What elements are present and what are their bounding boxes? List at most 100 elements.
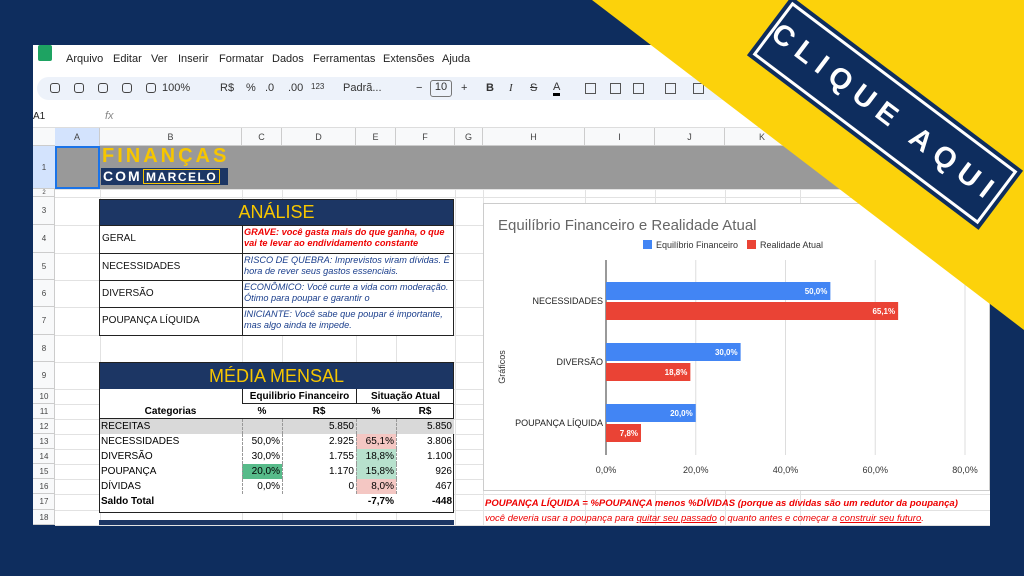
monthly-header: Categorias bbox=[99, 404, 242, 419]
logo-bottom-right: MARCELO bbox=[143, 169, 221, 184]
row-header[interactable]: 13 bbox=[33, 434, 55, 449]
row-header[interactable]: 18 bbox=[33, 510, 55, 525]
fx-label: fx bbox=[105, 110, 114, 122]
toolbar-icon[interactable] bbox=[693, 83, 704, 94]
analysis-text: INICIANTE: Você sabe que poupar é import… bbox=[244, 309, 443, 330]
toolbar-strikethrough[interactable]: S bbox=[530, 82, 538, 94]
column-header[interactable]: D bbox=[282, 128, 356, 146]
monthly-cell: NECESSIDADES bbox=[101, 436, 180, 447]
row-header[interactable]: 1 bbox=[33, 146, 55, 189]
column-header[interactable]: F bbox=[396, 128, 455, 146]
toolbar-zoom[interactable]: 100% bbox=[162, 82, 191, 94]
row-header[interactable]: 16 bbox=[33, 479, 55, 494]
toolbar-bold[interactable]: B bbox=[486, 82, 494, 94]
monthly-cell: POUPANÇA bbox=[101, 466, 157, 477]
toolbar-icon[interactable] bbox=[74, 83, 84, 93]
toolbar-decrease-decimals[interactable]: .0 bbox=[265, 82, 275, 94]
toolbar-icon[interactable] bbox=[585, 83, 596, 94]
analysis-label: DIVERSÃO bbox=[102, 288, 154, 299]
toolbar-font[interactable]: Padrã... bbox=[343, 82, 382, 94]
column-header[interactable]: B bbox=[100, 128, 242, 146]
row-header[interactable]: 17 bbox=[33, 494, 55, 510]
toolbar-icon[interactable] bbox=[146, 83, 156, 93]
sheets-icon[interactable] bbox=[38, 45, 52, 61]
row-header[interactable]: 9 bbox=[33, 362, 55, 389]
row-header[interactable]: 11 bbox=[33, 404, 55, 419]
column-header[interactable]: I bbox=[585, 128, 655, 146]
row-header[interactable]: 14 bbox=[33, 449, 55, 464]
chart: Equilíbrio Financeiro e Realidade Atual E… bbox=[483, 203, 990, 491]
column-header[interactable]: A bbox=[55, 128, 100, 146]
row-header[interactable]: 3 bbox=[33, 197, 55, 225]
chart-title: Equilíbrio Financeiro e Realidade Atual bbox=[498, 217, 757, 234]
monthly-cell: 2.925 bbox=[282, 434, 356, 449]
monthly-header: % bbox=[356, 404, 396, 419]
toolbar-icon[interactable] bbox=[633, 83, 644, 94]
bar bbox=[606, 343, 741, 361]
note-formula: POUPANÇA LÍQUIDA = %POUPANÇA menos %DÍVI… bbox=[485, 498, 958, 509]
menu-item[interactable]: Editar bbox=[113, 53, 142, 65]
toolbar-icon[interactable] bbox=[665, 83, 676, 94]
value-label: 30,0% bbox=[715, 348, 738, 357]
column-header[interactable]: H bbox=[483, 128, 585, 146]
row-header[interactable]: 5 bbox=[33, 253, 55, 280]
row-header[interactable]: 10 bbox=[33, 389, 55, 404]
selected-cell[interactable] bbox=[55, 146, 100, 189]
toolbar-icon[interactable] bbox=[610, 83, 621, 94]
monthly-cell: 1.755 bbox=[282, 449, 356, 464]
toolbar-currency[interactable]: R$ bbox=[220, 82, 235, 94]
menu-item[interactable]: Extensões bbox=[383, 53, 435, 65]
menu-item[interactable]: Ajuda bbox=[442, 53, 471, 65]
monthly-cell: 20,0% bbox=[242, 464, 282, 479]
value-label: 7,8% bbox=[620, 429, 638, 438]
menu-item[interactable]: Ferramentas bbox=[313, 53, 376, 65]
row-header[interactable]: 15 bbox=[33, 464, 55, 479]
menu-item[interactable]: Arquivo bbox=[66, 53, 104, 65]
toolbar-font-size[interactable]: 10 bbox=[430, 80, 452, 97]
monthly-cell bbox=[242, 494, 282, 509]
toolbar-icon[interactable] bbox=[122, 83, 132, 93]
analysis-label: GERAL bbox=[102, 233, 136, 244]
note-part: o quanto antes e começar a bbox=[716, 513, 840, 524]
row-header[interactable]: 12 bbox=[33, 419, 55, 434]
row-header[interactable]: 8 bbox=[33, 335, 55, 362]
monthly-cell: Saldo Total bbox=[101, 496, 155, 507]
menu-item[interactable]: Formatar bbox=[219, 53, 264, 65]
row-header[interactable]: 6 bbox=[33, 280, 55, 307]
column-header[interactable]: J bbox=[655, 128, 725, 146]
toolbar-icon[interactable] bbox=[50, 83, 60, 93]
x-tick-label: 60,0% bbox=[862, 465, 888, 475]
analysis-text: RISCO DE QUEBRA: Imprevistos viram dívid… bbox=[244, 255, 450, 276]
legend-swatch bbox=[643, 240, 652, 249]
toolbar-icon[interactable] bbox=[98, 83, 108, 93]
category-label: DIVERSÃO bbox=[556, 357, 603, 367]
monthly-cell bbox=[356, 419, 396, 434]
monthly-cell: 15,8% bbox=[356, 464, 396, 479]
column-header[interactable]: K bbox=[725, 128, 800, 146]
monthly-cell: 65,1% bbox=[356, 434, 396, 449]
toolbar-increase-decimals[interactable]: .00 bbox=[288, 82, 304, 94]
row-header[interactable]: 7 bbox=[33, 307, 55, 335]
column-header[interactable]: G bbox=[455, 128, 483, 146]
analysis-label: POUPANÇA LÍQUIDA bbox=[102, 315, 200, 326]
column-header[interactable]: E bbox=[356, 128, 396, 146]
menu-item[interactable]: Inserir bbox=[178, 53, 209, 65]
bar bbox=[606, 302, 899, 320]
analysis-text: ECONÔMICO: Você curte a vida com moderaç… bbox=[244, 282, 449, 303]
analysis-divider bbox=[242, 225, 243, 335]
toolbar-percent[interactable]: % bbox=[246, 82, 256, 94]
menu-item[interactable]: Dados bbox=[272, 53, 304, 65]
row-header[interactable]: 4 bbox=[33, 225, 55, 253]
toolbar-minus[interactable]: − bbox=[416, 82, 423, 94]
menu-item[interactable]: Ver bbox=[151, 53, 168, 65]
toolbar-text-color[interactable]: A bbox=[553, 82, 561, 96]
toolbar-plus[interactable]: + bbox=[461, 82, 468, 94]
row-header[interactable]: 2 bbox=[33, 189, 55, 197]
column-header[interactable]: C bbox=[242, 128, 282, 146]
monthly-title: MÉDIA MENSAL bbox=[100, 363, 453, 389]
toolbar-number-format[interactable]: 123 bbox=[311, 82, 325, 91]
row-header-bar bbox=[33, 146, 55, 525]
cell-reference[interactable]: A1 bbox=[33, 111, 46, 122]
toolbar-italic[interactable]: I bbox=[509, 82, 513, 94]
monthly-cell: 0 bbox=[282, 479, 356, 494]
